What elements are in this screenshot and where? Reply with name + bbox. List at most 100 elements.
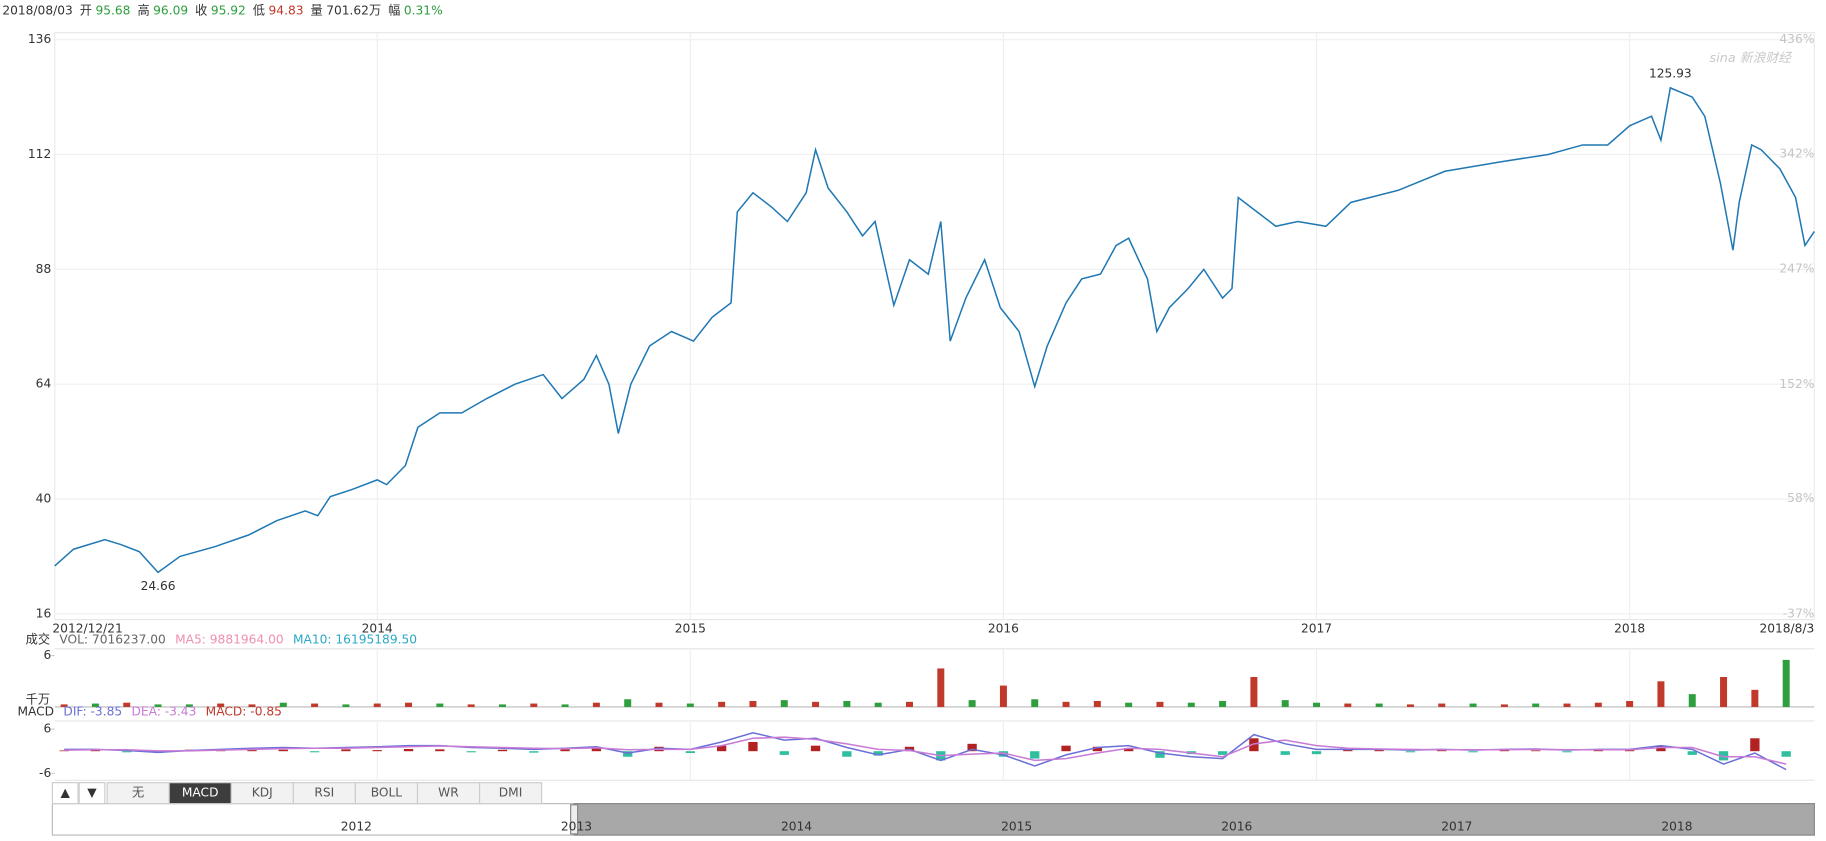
tab-label[interactable]: RSI	[314, 786, 334, 800]
macd-bar	[1280, 751, 1290, 755]
volume-bar	[498, 704, 506, 707]
legend-entry: DIF: -3.85	[63, 704, 122, 718]
y-tick-label: 112	[28, 147, 51, 161]
volume-bar	[1626, 700, 1634, 707]
volume-bar	[1438, 703, 1446, 707]
macd-bar	[90, 750, 101, 752]
tab[interactable]	[478, 782, 543, 805]
y-tick-label: 6	[43, 722, 51, 736]
volume-bar	[248, 704, 256, 707]
legend: MACD DIF: -3.85 DEA: -3.43 MACD: -0.85	[17, 704, 281, 718]
volume-bar	[749, 700, 757, 707]
volume-bar	[405, 702, 413, 707]
header-value: 96.09	[153, 3, 188, 17]
y-tick-label: 16	[36, 606, 52, 620]
macd-bar	[1374, 750, 1384, 752]
volume-bar	[874, 702, 882, 707]
navigator-label: 2012	[341, 819, 372, 833]
volume-bar	[812, 701, 820, 707]
macd-bar	[1405, 751, 1416, 753]
volume-bar	[436, 703, 444, 707]
volume-bar	[592, 702, 600, 707]
header-value: 701.62万	[326, 3, 381, 17]
y-tick-label: 136	[28, 32, 51, 46]
header: 2018/08/03 开 95.68 高 96.09 收 95.92 低 94.83 量 701.6…	[2, 2, 442, 17]
tab-label[interactable]: BOLL	[371, 786, 403, 800]
volume-bar	[60, 704, 68, 707]
legend-entry: MACD: -0.85	[206, 704, 282, 718]
navigator-selection[interactable]	[573, 803, 1815, 836]
volume-bar	[1657, 681, 1665, 707]
macd-bar	[967, 743, 977, 752]
macd-bar	[529, 751, 539, 753]
header-label: 幅	[388, 2, 400, 17]
volume-bar	[718, 701, 726, 707]
header-date: 2018/08/03	[2, 3, 72, 17]
macd-bar	[623, 751, 633, 757]
macd-bar	[1781, 751, 1791, 757]
macd-bar	[748, 741, 758, 752]
macd-bar	[810, 745, 821, 752]
volume-bar	[1344, 703, 1352, 707]
volume-bar	[1500, 704, 1508, 707]
macd-bar	[1155, 751, 1165, 758]
y2-tick-label: 152%	[1779, 377, 1814, 391]
y-tick-label: 6	[43, 648, 51, 662]
arrow-label[interactable]: ▲	[61, 786, 71, 800]
macd-bar	[59, 750, 69, 752]
volume-bar	[1093, 700, 1101, 707]
macd-bar	[560, 749, 570, 752]
volume-bar	[1313, 702, 1321, 707]
tab-label[interactable]: DMI	[499, 786, 523, 800]
arrow-button[interactable]	[78, 782, 106, 805]
macd-bar	[1311, 751, 1322, 755]
header-value: 0.31%	[404, 3, 443, 17]
y-tick-label: 88	[36, 262, 52, 276]
header-label: 高	[137, 2, 149, 17]
y2-tick-label: 247%	[1779, 262, 1814, 276]
navigator-label: 2017	[1441, 819, 1472, 833]
y2-tick-label: 342%	[1779, 146, 1814, 160]
volume-bar	[1782, 659, 1790, 707]
navigator-label: 2014	[781, 819, 812, 833]
volume-bar	[342, 704, 350, 707]
navigator-handle[interactable]	[570, 804, 579, 835]
macd-bar	[842, 751, 852, 757]
price-line	[54, 86, 1815, 574]
volume-bar	[123, 702, 131, 707]
tab-label[interactable]: MACD	[182, 786, 219, 800]
tab-label[interactable]: KDJ	[252, 786, 273, 800]
macd-bar	[1656, 745, 1666, 752]
tab-label[interactable]: 无	[132, 786, 144, 800]
macd-bar	[435, 749, 445, 752]
volume-bar	[1469, 703, 1477, 707]
header-value: 94.83	[269, 3, 304, 17]
macd-bar	[1343, 750, 1353, 752]
y-tick-label: 40	[36, 491, 52, 505]
volume-bar	[311, 703, 319, 707]
legend-entry: VOL: 7016237.00	[59, 632, 165, 646]
navigator-label: 2015	[1001, 819, 1032, 833]
navigator-label: 2018	[1661, 819, 1692, 833]
volume-bar	[1125, 702, 1133, 707]
x-tick-label: 2017	[1301, 621, 1332, 635]
volume-bar	[1688, 694, 1696, 707]
volume-bar	[780, 700, 788, 707]
arrow-label[interactable]: ▼	[87, 786, 97, 800]
volume-bar	[1250, 677, 1258, 707]
volume-bar	[154, 704, 162, 707]
macd-bar	[497, 749, 508, 752]
volume-bar	[843, 700, 851, 707]
macd-bar	[1030, 751, 1040, 759]
volume-bar	[906, 701, 913, 707]
macd-bar	[1437, 750, 1447, 752]
volume-bar	[373, 703, 381, 707]
legend: 成交 VOL: 7016237.00 MA5: 9881964.00 MA10: 16…	[26, 631, 417, 646]
volume-bar	[1594, 702, 1602, 707]
legend-entry: MA5: 9881964.00	[175, 632, 284, 646]
tab-label[interactable]: WR	[438, 786, 459, 800]
arrow-button[interactable]	[51, 782, 79, 805]
annotation: 125.93	[1649, 66, 1692, 80]
macd-bar	[1468, 751, 1478, 753]
